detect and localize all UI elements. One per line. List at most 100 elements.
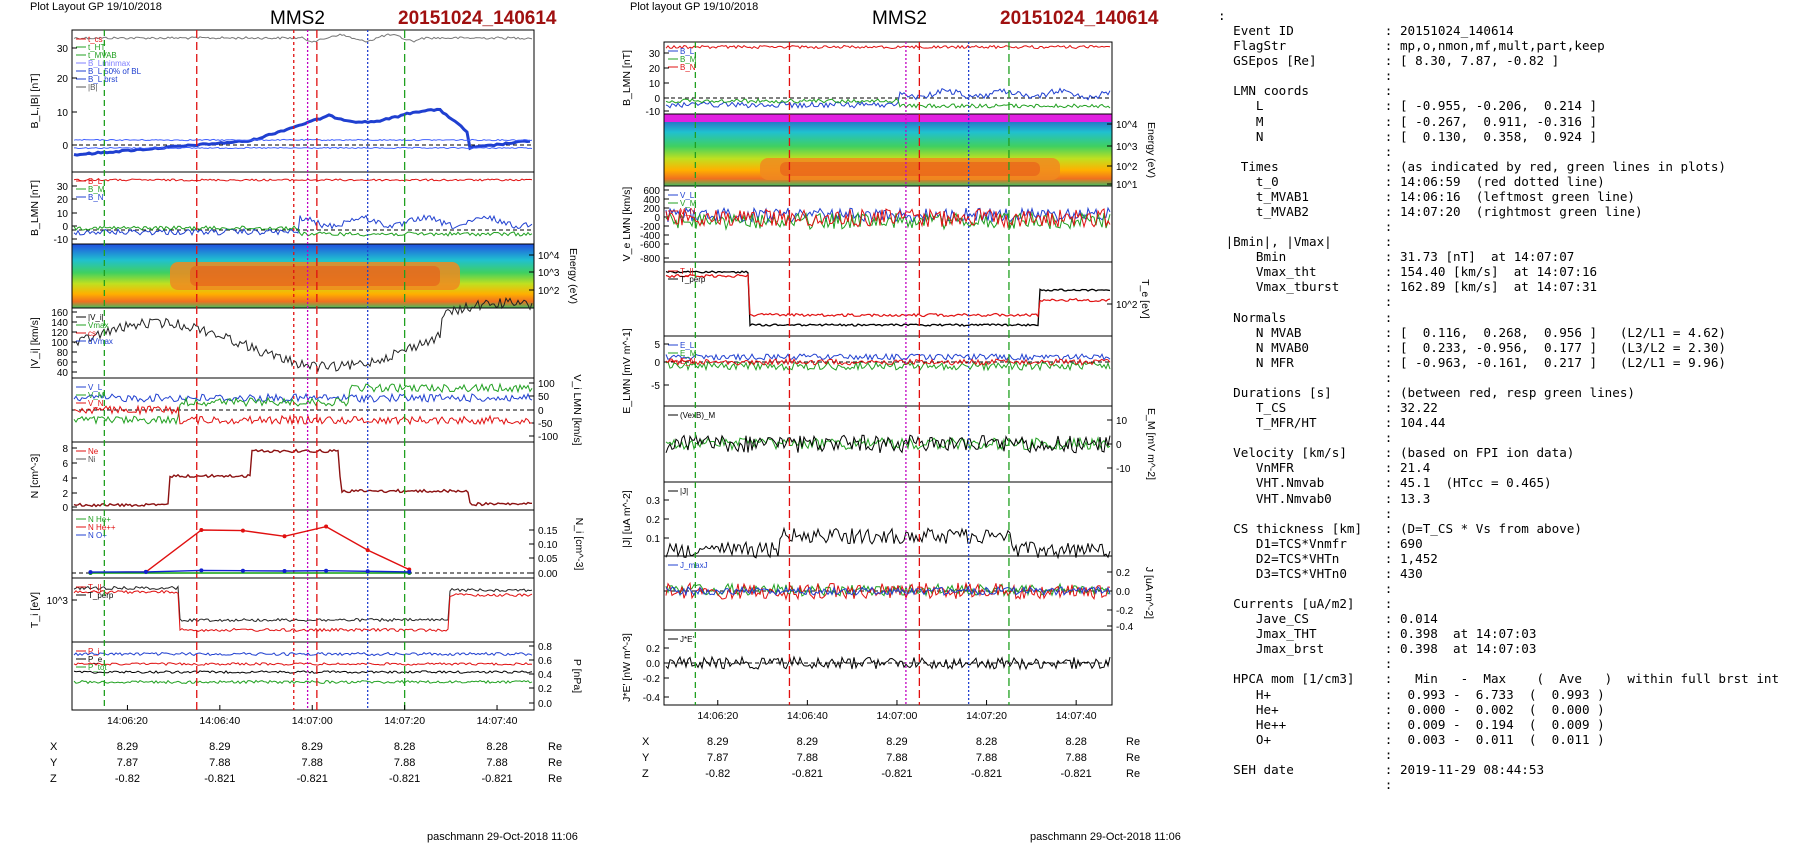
orbit-value: 8.29 bbox=[209, 741, 230, 753]
orbit-value: 8.28 bbox=[394, 741, 415, 753]
data-point bbox=[365, 569, 370, 574]
orbit-value: -0.821 bbox=[792, 768, 823, 780]
panel-frame bbox=[71, 441, 535, 511]
legend-label: B_N bbox=[88, 193, 104, 202]
legend-label: Ni bbox=[88, 455, 96, 464]
series-line bbox=[73, 662, 533, 666]
y-axis-label: B_LMN [nT] bbox=[29, 180, 41, 236]
orbit-value: -0.82 bbox=[705, 768, 730, 780]
series-line bbox=[73, 178, 533, 182]
series-line bbox=[665, 97, 1111, 109]
y-tick-label: 0.6 bbox=[538, 656, 552, 667]
summary-line: : bbox=[1218, 143, 1393, 159]
data-point bbox=[407, 569, 412, 574]
x-tick-label: 14:07:40 bbox=[477, 715, 518, 727]
summary-line: t_0 : 14:06:59 (red dotted line) bbox=[1218, 173, 1605, 189]
summary-line: N : [ 0.130, 0.358, 0.924 ] bbox=[1218, 128, 1598, 144]
y-tick-label: 10^4 bbox=[1116, 120, 1138, 131]
legend-label: B_L bbox=[88, 177, 103, 186]
orbit-row-label: X bbox=[642, 736, 650, 748]
series-line bbox=[73, 107, 531, 157]
y-tick-label: 0.2 bbox=[538, 684, 552, 695]
y-axis-label: T_e [eV] bbox=[1139, 279, 1151, 319]
spectrogram-core bbox=[780, 162, 1040, 176]
series-line bbox=[73, 589, 533, 633]
summary-line: D1=TCS*Vnmfr : 690 bbox=[1218, 535, 1423, 551]
y-tick-label: 20 bbox=[649, 64, 661, 75]
y-tick-label: 6 bbox=[62, 459, 68, 470]
data-point bbox=[324, 524, 329, 529]
series-line bbox=[73, 392, 533, 404]
y-tick-label: 0 bbox=[654, 94, 660, 105]
orbit-unit: Re bbox=[1126, 768, 1140, 780]
orbit-row-label: Y bbox=[642, 752, 650, 764]
legend-label: (VexB)_M bbox=[680, 411, 715, 420]
summary-line: : bbox=[1218, 776, 1393, 792]
orbit-unit: Re bbox=[1126, 736, 1140, 748]
summary-line: Jave_CS : 0.014 bbox=[1218, 611, 1438, 627]
summary-line: Velocity [km/s] : (based on FPI ion data… bbox=[1218, 445, 1575, 461]
series-line bbox=[665, 585, 1111, 597]
series-line bbox=[73, 297, 533, 373]
summary-line: HPCA mom [1/cm3] : Min - Max ( Ave ) wit… bbox=[1218, 671, 1780, 687]
summary-line: CS thickness [km] : (D=T_CS * Vs from ab… bbox=[1218, 520, 1582, 536]
summary-line: VnMFR : 21.4 bbox=[1218, 460, 1431, 476]
legend-label: |V_i| bbox=[88, 313, 104, 322]
legend-label: T_|| bbox=[88, 583, 102, 592]
panel-frame bbox=[663, 481, 1113, 557]
x-tick-label: 14:06:20 bbox=[697, 710, 738, 722]
summary-line: GSEpos [Re] : [ 8.30, 7.87, -0.82 ] bbox=[1218, 53, 1560, 69]
y-tick-label: -0.2 bbox=[643, 674, 661, 685]
y-tick-label: 30 bbox=[57, 182, 69, 193]
y-tick-label: 50 bbox=[538, 392, 550, 403]
summary-line: Event ID : 20151024_140614 bbox=[1218, 23, 1514, 39]
data-point bbox=[324, 568, 329, 573]
summary-line: Bmin : 31.73 [nT] at 14:07:07 bbox=[1218, 249, 1575, 265]
x-tick-label: 14:07:20 bbox=[384, 715, 425, 727]
y-tick-label: 60 bbox=[57, 358, 69, 369]
legend-label: dVmax bbox=[88, 337, 113, 346]
y-axis-label: |V_i| [km/s] bbox=[29, 317, 41, 369]
legend-label: B_L brst bbox=[88, 75, 118, 84]
event-summary: : Event ID : 20151024_140614 FlagStr : m… bbox=[1218, 8, 1803, 838]
y-tick-label: 10^2 bbox=[1116, 300, 1138, 311]
y-tick-label: 0.0 bbox=[646, 659, 660, 670]
panel-5: 100 50 0 -50 -100 V_i LMN [km/s] V_LV_MV_N bbox=[71, 374, 583, 446]
y-tick-label: 400 bbox=[643, 195, 660, 206]
y-tick-label: 140 bbox=[51, 318, 68, 329]
series-line bbox=[73, 651, 533, 657]
legend-label: E_M bbox=[680, 349, 697, 358]
legend-label: N He++ bbox=[88, 523, 116, 532]
y-tick-label: 10^2 bbox=[538, 286, 560, 297]
x-tick-label: 14:07:00 bbox=[292, 715, 333, 727]
y-tick-label: 0.4 bbox=[538, 670, 552, 681]
series-line bbox=[665, 655, 1111, 671]
y-tick-label: 2 bbox=[62, 489, 68, 500]
data-point bbox=[240, 568, 245, 573]
legend-label: P_e bbox=[88, 655, 103, 664]
orbit-value: 7.88 bbox=[886, 752, 907, 764]
summary-line: Times : (as indicated by red, green line… bbox=[1218, 158, 1726, 174]
y-tick-label: 10 bbox=[1116, 416, 1128, 427]
summary-line: VHT.Nmvab0 : 13.3 bbox=[1218, 490, 1431, 506]
series-line bbox=[665, 87, 1111, 109]
data-point bbox=[282, 568, 287, 573]
summary-line: M : [ -0.267, 0.911, -0.316 ] bbox=[1218, 113, 1598, 129]
x-tick-label: 14:06:40 bbox=[787, 710, 828, 722]
summary-line: : bbox=[1218, 746, 1393, 762]
series-line bbox=[665, 270, 1111, 327]
y-tick-label: 20 bbox=[57, 195, 69, 206]
legend-label: N He+ bbox=[88, 515, 111, 524]
y-tick-label: 0 bbox=[1116, 440, 1122, 451]
orbit-value: 7.88 bbox=[976, 752, 997, 764]
legend-label: |J| bbox=[680, 487, 688, 496]
y-tick-label: 30 bbox=[649, 49, 661, 60]
orbit-value: -0.821 bbox=[1061, 768, 1092, 780]
y-tick-label: -200 bbox=[640, 222, 660, 233]
y-tick-label: 10 bbox=[57, 209, 69, 220]
y-tick-label: -0.4 bbox=[1116, 622, 1134, 633]
summary-line: He++ : 0.009 - 0.194 ( 0.009 ) bbox=[1218, 716, 1605, 732]
